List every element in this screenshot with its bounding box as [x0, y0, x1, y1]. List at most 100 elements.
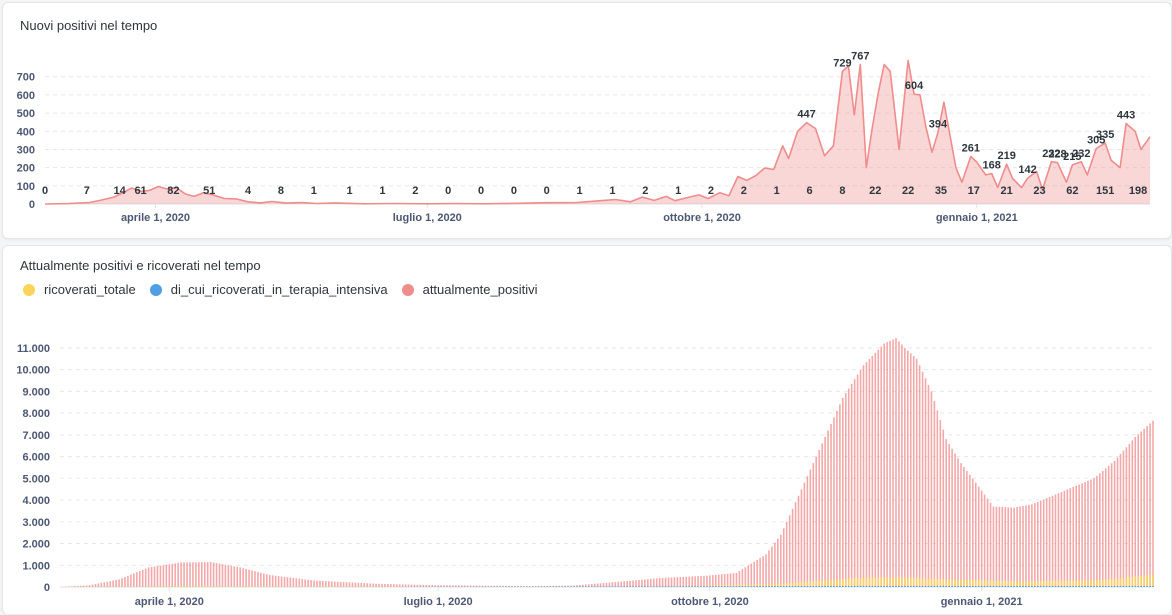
bar-attualmente-positivi [475, 585, 478, 587]
legend-item-ricoverati-totale[interactable]: ricoverati_totale [23, 282, 136, 297]
bar-terapia-intensiva [1140, 586, 1142, 587]
bar-terapia-intensiva [818, 586, 820, 587]
bar-attualmente-positivi [514, 585, 516, 587]
bar-terapia-intensiva [1010, 585, 1013, 587]
bar-attualmente-positivi [1075, 485, 1077, 587]
bar-attualmente-positivi [76, 585, 79, 587]
bar-terapia-intensiva [585, 586, 587, 587]
chart-title[interactable]: Attualmente positivi e ricoverati nel te… [20, 258, 261, 273]
bar-attualmente-positivi [404, 584, 407, 587]
bar-terapia-intensiva [951, 585, 953, 587]
y-tick-label: 10.000 [16, 365, 50, 377]
bar-ricoverati-totale [998, 580, 1001, 587]
bar-terapia-intensiva [1081, 585, 1083, 587]
bar-attualmente-positivi [375, 583, 377, 587]
bar-attualmente-positivi [794, 502, 797, 587]
bar-attualmente-positivi [788, 515, 791, 587]
bar-ricoverati-totale [1034, 581, 1036, 587]
bar-attualmente-positivi [328, 581, 330, 587]
bar-terapia-intensiva [1125, 586, 1128, 587]
legend-item-terapia-intensiva[interactable]: di_cui_ricoverati_in_terapia_intensiva [149, 282, 388, 297]
bar-attualmente-positivi [425, 584, 428, 587]
bar-terapia-intensiva [676, 586, 679, 587]
bar-ricoverati-totale [277, 586, 280, 587]
bar-attualmente-positivi [271, 575, 274, 587]
bar-attualmente-positivi [989, 502, 992, 587]
bar-attualmente-positivi [520, 586, 522, 587]
bar-attualmente-positivi [717, 574, 720, 587]
data-label: 1 [609, 185, 615, 197]
bar-terapia-intensiva [1122, 586, 1125, 587]
bar-attualmente-positivi [877, 349, 880, 587]
bar-attualmente-positivi [635, 580, 637, 587]
bar-ricoverati-totale [909, 577, 912, 587]
bar-attualmente-positivi [933, 400, 936, 587]
chart-title[interactable]: Nuovi positivi nel tempo [20, 18, 158, 33]
bar-attualmente-positivi [330, 581, 333, 587]
bar-attualmente-positivi [472, 585, 475, 587]
bar-terapia-intensiva [1057, 585, 1060, 587]
bar-attualmente-positivi [369, 583, 371, 587]
bar-attualmente-positivi [605, 582, 608, 587]
bar-attualmente-positivi [898, 341, 900, 587]
bar-attualmente-positivi [830, 423, 832, 587]
bar-ricoverati-totale [915, 578, 918, 587]
bar-ricoverati-totale [901, 577, 903, 587]
bar-ricoverati-totale [712, 585, 714, 587]
bar-attualmente-positivi [543, 585, 546, 587]
bar-terapia-intensiva [590, 586, 593, 587]
bar-attualmente-positivi [629, 580, 631, 587]
bar-terapia-intensiva [1028, 585, 1030, 587]
bar-ricoverati-totale [1069, 580, 1072, 587]
bar-attualmente-positivi [655, 578, 658, 587]
bar-terapia-intensiva [927, 585, 930, 587]
data-label: 1 [675, 185, 681, 197]
bar-terapia-intensiva [753, 586, 756, 587]
bar-terapia-intensiva [735, 586, 738, 587]
bar-attualmente-positivi [945, 439, 948, 587]
bar-attualmente-positivi [363, 583, 366, 587]
bar-ricoverati-totale [971, 580, 974, 587]
bar-terapia-intensiva [907, 585, 909, 587]
bar-ricoverati-totale [904, 577, 906, 587]
bar-terapia-intensiva [977, 585, 980, 587]
bar-attualmente-positivi [416, 584, 419, 587]
bar-attualmente-positivi [215, 563, 218, 587]
bar-ricoverati-totale [292, 586, 295, 587]
data-label: 14 [114, 185, 127, 197]
y-tick-label: 3.000 [22, 517, 50, 529]
bar-ricoverati-totale [1137, 576, 1140, 587]
bar-attualmente-positivi [836, 410, 838, 587]
bar-attualmente-positivi [138, 571, 141, 587]
data-label: 447 [797, 109, 815, 121]
data-label: 62 [1066, 185, 1078, 197]
bar-terapia-intensiva [623, 586, 626, 587]
legend-item-attualmente-positivi[interactable]: attualmente_positivi [401, 282, 538, 297]
bar-ricoverati-totale [1110, 578, 1113, 587]
bar-ricoverati-totale [1078, 580, 1080, 587]
bar-attualmente-positivi [118, 579, 120, 587]
y-tick-label: 7.000 [22, 430, 50, 442]
bar-attualmente-positivi [407, 584, 410, 587]
bar-ricoverati-totale [1119, 578, 1122, 587]
bar-ricoverati-totale [265, 586, 268, 587]
bar-attualmente-positivi [960, 463, 962, 587]
bar-attualmente-positivi [983, 494, 986, 587]
x-tick-label: gennaio 1, 2021 [936, 212, 1018, 224]
bar-terapia-intensiva [1116, 586, 1119, 587]
bar-terapia-intensiva [901, 585, 903, 587]
bar-attualmente-positivi [564, 585, 566, 587]
bar-attualmente-positivi [141, 569, 144, 587]
bar-attualmente-positivi [502, 585, 504, 587]
bar-terapia-intensiva [1031, 585, 1033, 587]
data-label: 767 [851, 51, 869, 63]
bar-terapia-intensiva [1087, 586, 1089, 587]
bar-attualmente-positivi [558, 585, 561, 587]
bar-terapia-intensiva [821, 586, 823, 587]
bar-ricoverati-totale [768, 584, 770, 587]
bar-ricoverati-totale [1149, 575, 1151, 587]
bar-ricoverati-totale [1143, 575, 1145, 587]
bar-attualmente-positivi [457, 585, 460, 587]
